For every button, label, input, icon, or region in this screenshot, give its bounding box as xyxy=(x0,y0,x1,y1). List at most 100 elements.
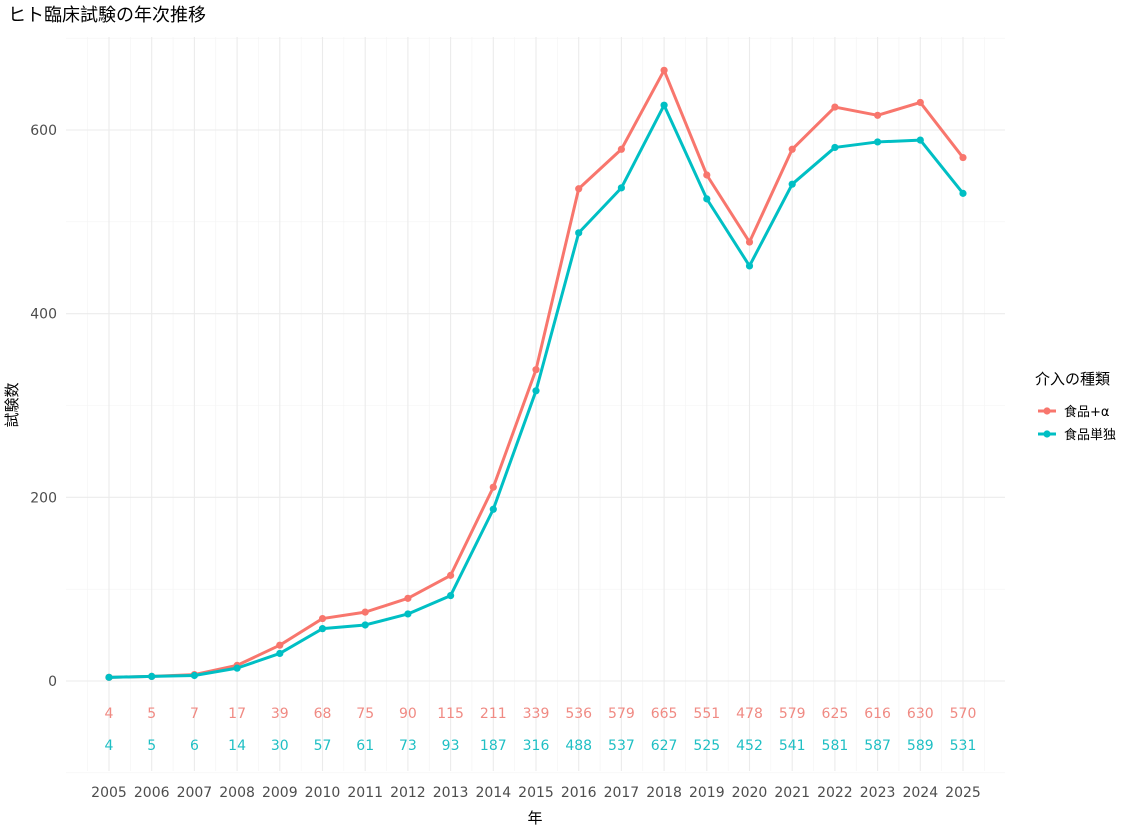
y-axis-title: 試験数 xyxy=(3,382,21,427)
data-label: 627 xyxy=(651,738,678,754)
x-tick-label: 2005 xyxy=(91,785,127,801)
data-label: 339 xyxy=(523,706,550,722)
data-point xyxy=(703,195,711,203)
x-tick-label: 2025 xyxy=(945,785,981,801)
data-label: 630 xyxy=(907,706,934,722)
data-labels: 4 5 7 17 39 68 75 90 115 211 339 536 579 665 551 478 579… xyxy=(105,706,977,754)
data-label: 61 xyxy=(356,738,374,754)
data-point xyxy=(660,66,668,74)
y-tick-label: 600 xyxy=(30,123,57,139)
data-point xyxy=(318,614,327,623)
data-label: 68 xyxy=(314,706,332,722)
data-point xyxy=(874,138,882,146)
data-label: 6 xyxy=(190,738,199,754)
data-point xyxy=(788,180,796,188)
data-point xyxy=(617,145,626,153)
legend-label: 食品+α xyxy=(1064,404,1109,420)
data-label: 211 xyxy=(480,706,507,722)
x-tick-label: 2024 xyxy=(902,785,938,801)
x-axis-title: 年 xyxy=(527,809,542,827)
data-point xyxy=(276,649,284,658)
x-tick-label: 2015 xyxy=(518,785,554,801)
data-label: 570 xyxy=(950,706,977,722)
data-point xyxy=(404,594,412,602)
x-tick-label: 2016 xyxy=(561,785,597,801)
x-tick-label: 2022 xyxy=(817,785,853,801)
x-tick-label: 2010 xyxy=(305,785,341,801)
data-point xyxy=(105,673,113,681)
data-point xyxy=(660,101,668,109)
data-point xyxy=(959,189,967,197)
data-label: 581 xyxy=(822,738,849,754)
data-label: 551 xyxy=(693,706,720,722)
y-tick-label: 0 xyxy=(48,674,57,690)
data-label: 7 xyxy=(190,706,199,722)
data-label: 30 xyxy=(271,738,289,754)
data-label: 579 xyxy=(608,706,635,722)
data-label: 589 xyxy=(907,738,934,754)
data-label: 75 xyxy=(356,706,374,722)
x-tick-label: 2012 xyxy=(390,785,426,801)
data-label: 93 xyxy=(442,738,460,754)
data-point xyxy=(831,103,839,111)
data-label: 525 xyxy=(693,738,720,754)
x-tick-label: 2021 xyxy=(774,785,810,801)
data-label: 39 xyxy=(271,706,289,722)
x-tick-label: 2011 xyxy=(347,785,383,801)
data-label: 536 xyxy=(565,706,592,722)
data-label: 5 xyxy=(147,738,156,754)
x-tick-label: 2017 xyxy=(604,785,640,801)
data-point xyxy=(447,591,455,600)
data-point xyxy=(447,571,455,579)
data-point xyxy=(489,483,497,491)
data-point xyxy=(831,143,839,152)
data-point xyxy=(233,664,241,672)
data-label: 316 xyxy=(523,738,550,754)
grid xyxy=(66,37,1005,774)
data-point xyxy=(916,136,924,144)
data-label: 4 xyxy=(105,706,114,722)
data-point xyxy=(148,672,156,681)
x-tick-label: 2018 xyxy=(646,785,682,801)
data-label: 73 xyxy=(399,738,417,754)
x-tick-label: 2009 xyxy=(262,785,298,801)
data-label: 187 xyxy=(480,738,507,754)
data-label: 5 xyxy=(147,706,156,722)
data-label: 14 xyxy=(228,738,246,754)
x-tick-label: 2007 xyxy=(177,785,213,801)
data-point xyxy=(361,621,369,629)
data-point xyxy=(959,153,967,162)
data-point xyxy=(575,185,583,193)
data-label: 665 xyxy=(651,706,678,722)
data-label: 57 xyxy=(314,738,332,754)
data-point xyxy=(703,171,711,179)
data-point xyxy=(489,505,497,513)
data-point xyxy=(532,366,540,374)
y-axis-ticks: 0 200 400 600 xyxy=(30,123,57,690)
data-label: 452 xyxy=(736,738,763,754)
data-label: 537 xyxy=(608,738,635,754)
x-tick-label: 2013 xyxy=(433,785,469,801)
data-point xyxy=(276,641,284,649)
x-tick-label: 2008 xyxy=(219,785,255,801)
legend-title: 介入の種類 xyxy=(1035,370,1110,388)
data-label: 17 xyxy=(228,706,246,722)
data-label: 488 xyxy=(565,738,592,754)
data-point xyxy=(745,262,754,270)
chart-title: ヒト臨床試験の年次推移 xyxy=(8,5,206,26)
y-tick-label: 400 xyxy=(30,307,57,323)
legend-key-point xyxy=(1043,407,1051,415)
x-tick-label: 2023 xyxy=(860,785,896,801)
data-label: 531 xyxy=(950,738,977,754)
data-point xyxy=(916,98,924,107)
data-label: 579 xyxy=(779,706,806,722)
x-tick-label: 2019 xyxy=(689,785,725,801)
x-tick-label: 2020 xyxy=(732,785,768,801)
data-point xyxy=(575,229,583,237)
data-point xyxy=(874,111,882,119)
y-tick-label: 200 xyxy=(30,490,57,506)
legend-item: 食品単独 xyxy=(1038,427,1116,443)
x-tick-label: 2014 xyxy=(475,785,511,801)
legend-item: 食品+α xyxy=(1038,404,1109,420)
